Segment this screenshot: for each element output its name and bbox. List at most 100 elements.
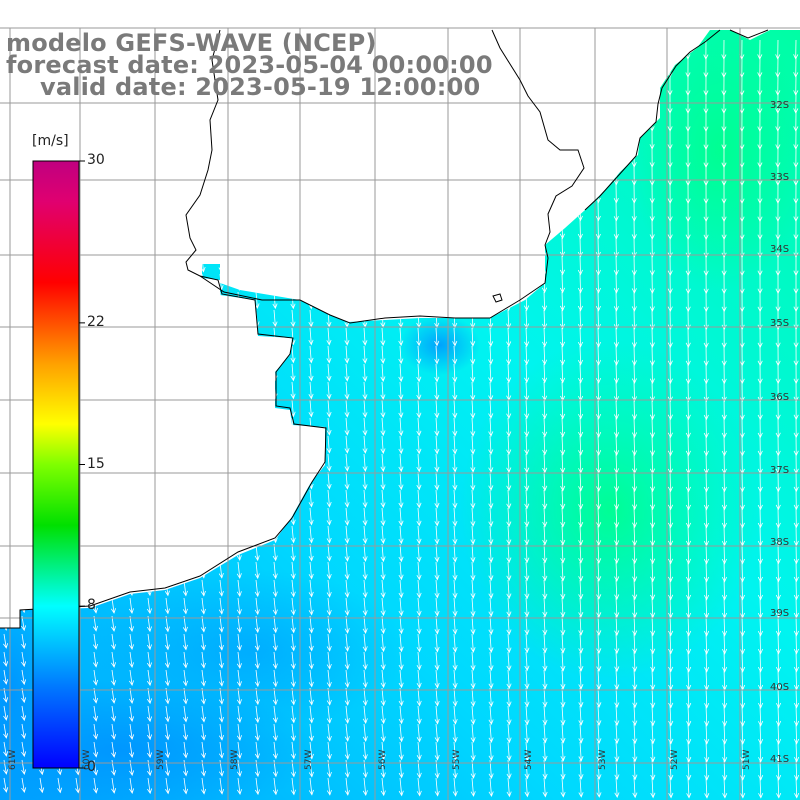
wind-arrow — [2, 129, 8, 145]
wind-arrow — [2, 201, 8, 217]
wind-arrow — [272, 453, 278, 472]
wind-arrow — [542, 651, 548, 672]
wind-arrow — [344, 615, 350, 634]
wind-arrow — [542, 417, 548, 438]
wind-arrow — [776, 741, 782, 763]
wind-arrow — [632, 507, 638, 529]
wind-arrow — [434, 741, 440, 761]
wind-arrow — [434, 471, 440, 491]
wind-arrow — [110, 525, 116, 542]
wind-arrow — [344, 291, 350, 310]
wind-arrow — [632, 687, 638, 709]
wind-arrow — [146, 111, 152, 129]
wind-arrow — [452, 129, 458, 149]
wind-arrow — [93, 741, 99, 758]
wind-arrow — [110, 669, 117, 686]
latitude-label: 41S — [770, 754, 790, 765]
wind-arrow — [308, 651, 314, 670]
wind-arrow — [200, 453, 206, 471]
wind-arrow — [524, 561, 530, 582]
wind-arrow — [165, 777, 171, 795]
wind-arrow — [344, 633, 350, 652]
wind-arrow — [542, 435, 548, 456]
wind-arrow — [128, 255, 134, 272]
wind-arrow — [595, 39, 601, 60]
wind-arrow — [218, 111, 224, 129]
wind-arrow — [218, 669, 224, 687]
wind-arrow — [523, 57, 529, 77]
wind-arrow — [668, 597, 674, 619]
wind-arrow — [326, 453, 332, 472]
wind-arrow — [200, 525, 206, 543]
wind-arrow — [128, 201, 134, 218]
wind-arrow — [793, 615, 799, 637]
wind-arrow — [128, 345, 134, 363]
wind-arrow — [200, 723, 206, 741]
wind-arrow — [362, 327, 368, 346]
wind-arrow — [110, 579, 116, 596]
wind-arrow — [164, 327, 170, 345]
wind-arrow — [183, 777, 189, 795]
wind-arrow — [380, 327, 386, 347]
wind-arrow — [416, 417, 422, 437]
wind-arrow — [488, 399, 494, 419]
wind-arrow — [416, 237, 422, 257]
wind-arrow — [524, 687, 530, 708]
wind-arrow — [290, 687, 296, 706]
wind-arrow — [667, 525, 674, 547]
wind-arrow — [577, 75, 583, 96]
wind-arrow — [416, 597, 422, 617]
wind-arrow — [488, 597, 494, 617]
wind-arrow — [290, 633, 296, 652]
wind-arrow — [2, 273, 8, 289]
wind-arrow — [578, 561, 584, 582]
wind-arrow — [254, 237, 260, 255]
wind-arrow — [344, 111, 350, 130]
wind-arrow — [20, 399, 26, 416]
wind-arrow — [398, 471, 404, 491]
wind-arrow — [488, 345, 494, 365]
wind-arrow — [470, 471, 476, 491]
wind-arrow — [470, 417, 476, 437]
wind-arrow — [110, 219, 116, 236]
wind-arrow — [775, 543, 781, 565]
wind-arrow — [704, 741, 710, 763]
wind-arrow — [686, 633, 692, 655]
wind-arrow — [524, 327, 530, 348]
wind-arrow — [326, 219, 332, 238]
wind-arrow — [272, 741, 278, 760]
wind-arrow — [110, 597, 116, 614]
wind-arrow — [614, 615, 620, 636]
wind-arrow — [182, 219, 188, 237]
wind-arrow — [398, 201, 404, 221]
wind-arrow — [380, 651, 386, 671]
wind-arrow — [182, 381, 188, 399]
wind-arrow — [326, 183, 332, 202]
wind-arrow — [452, 363, 458, 383]
wind-arrow — [776, 705, 782, 727]
wind-arrow — [416, 345, 422, 365]
wind-arrow — [182, 129, 188, 147]
wind-arrow — [541, 147, 547, 168]
wind-arrow — [110, 363, 116, 380]
wind-arrow — [254, 417, 260, 436]
wind-arrow — [182, 687, 188, 705]
wind-arrow — [92, 579, 98, 596]
wind-arrow — [541, 183, 547, 204]
wind-arrow — [362, 453, 368, 472]
wind-arrow — [200, 327, 206, 345]
wind-arrow — [542, 633, 548, 654]
wind-arrow — [272, 489, 278, 508]
wind-arrow — [182, 489, 188, 507]
wind-arrow — [559, 147, 565, 168]
wind-arrow — [398, 561, 404, 581]
wind-arrow — [560, 543, 566, 564]
wind-arrow — [380, 507, 386, 527]
wind-arrow — [110, 273, 116, 290]
wind-arrow — [2, 255, 8, 271]
wind-arrow — [470, 273, 476, 293]
wind-arrow — [2, 309, 8, 325]
wind-arrow — [129, 777, 135, 795]
wind-arrow — [595, 255, 601, 276]
